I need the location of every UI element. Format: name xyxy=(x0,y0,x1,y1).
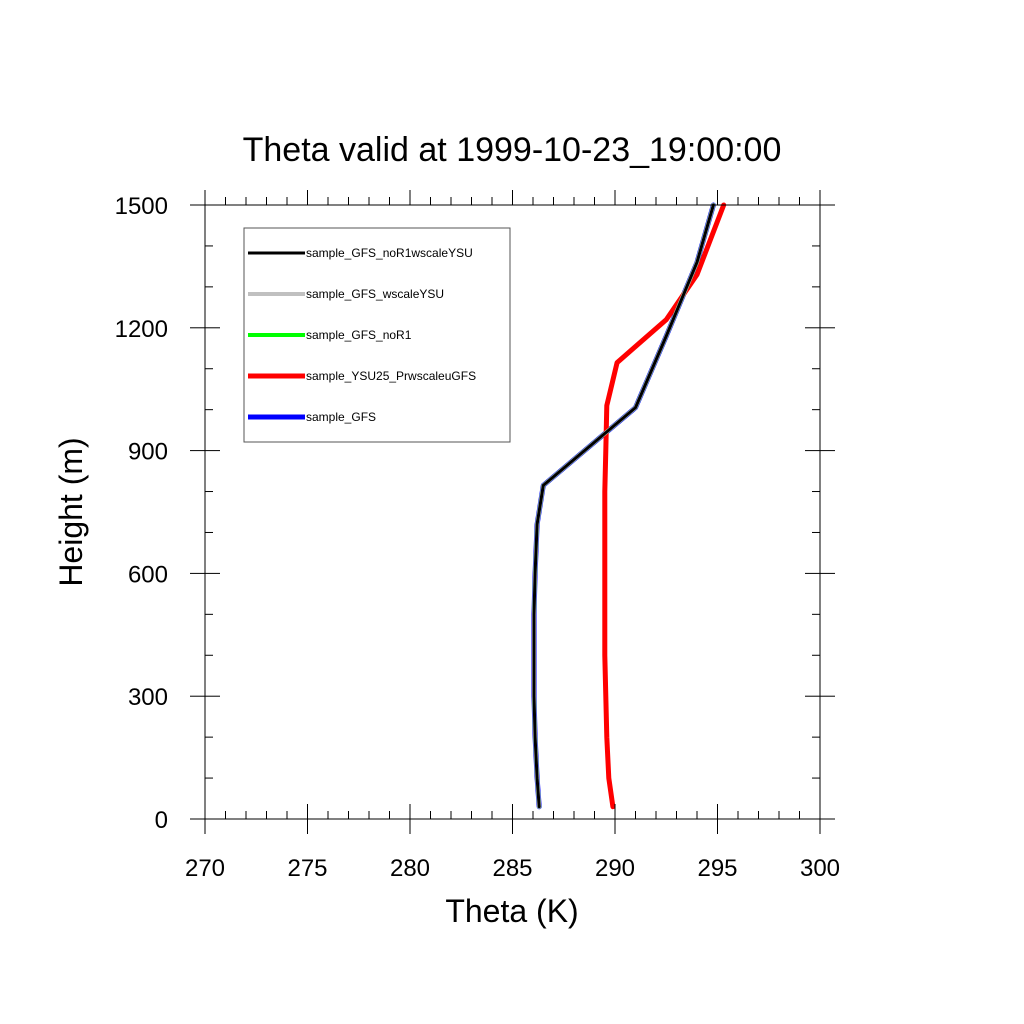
series-line-sample_GFS_noR1wscaleYSU xyxy=(532,203,715,809)
y-tick-label: 300 xyxy=(128,684,168,711)
x-axis-label: Theta (K) xyxy=(445,893,578,929)
x-tick-label: 300 xyxy=(800,855,840,882)
chart-title: Theta valid at 1999-10-23_19:00:00 xyxy=(243,131,782,169)
legend-label: sample_GFS_noR1 xyxy=(306,328,412,342)
legend-label: sample_GFS xyxy=(306,410,376,424)
series-line-sample_YSU25_PrwscaleuGFS xyxy=(602,202,727,810)
legend-label: sample_YSU25_PrwscaleuGFS xyxy=(306,369,476,383)
y-axis-label: Height (m) xyxy=(53,437,89,586)
legend-label: sample_GFS_wscaleYSU xyxy=(306,287,444,301)
legend-label: sample_GFS_noR1wscaleYSU xyxy=(306,246,473,260)
plot-area xyxy=(531,202,727,810)
y-tick-label: 600 xyxy=(128,561,168,588)
y-tick-label: 900 xyxy=(128,439,168,466)
series-line-sample_GFS_wscaleYSU xyxy=(532,203,716,809)
y-tick-label: 1500 xyxy=(115,193,168,220)
y-tick-label: 1200 xyxy=(115,316,168,343)
x-tick-label: 285 xyxy=(492,855,532,882)
y-tick-label: 0 xyxy=(155,807,168,834)
x-tick-label: 290 xyxy=(595,855,635,882)
series-line-sample_GFS xyxy=(531,202,716,810)
axis-ticks: 270 275 280 285 290 295 300 0 300 600 900 1200 1500 xyxy=(115,190,840,882)
x-tick-label: 295 xyxy=(697,855,737,882)
series-line-sample_GFS_noR1 xyxy=(532,203,716,809)
x-tick-label: 270 xyxy=(185,855,225,882)
x-tick-label: 280 xyxy=(390,855,430,882)
legend: sample_GFS_noR1wscaleYSU sample_GFS_wscal… xyxy=(243,227,511,443)
x-tick-label: 275 xyxy=(287,855,327,882)
